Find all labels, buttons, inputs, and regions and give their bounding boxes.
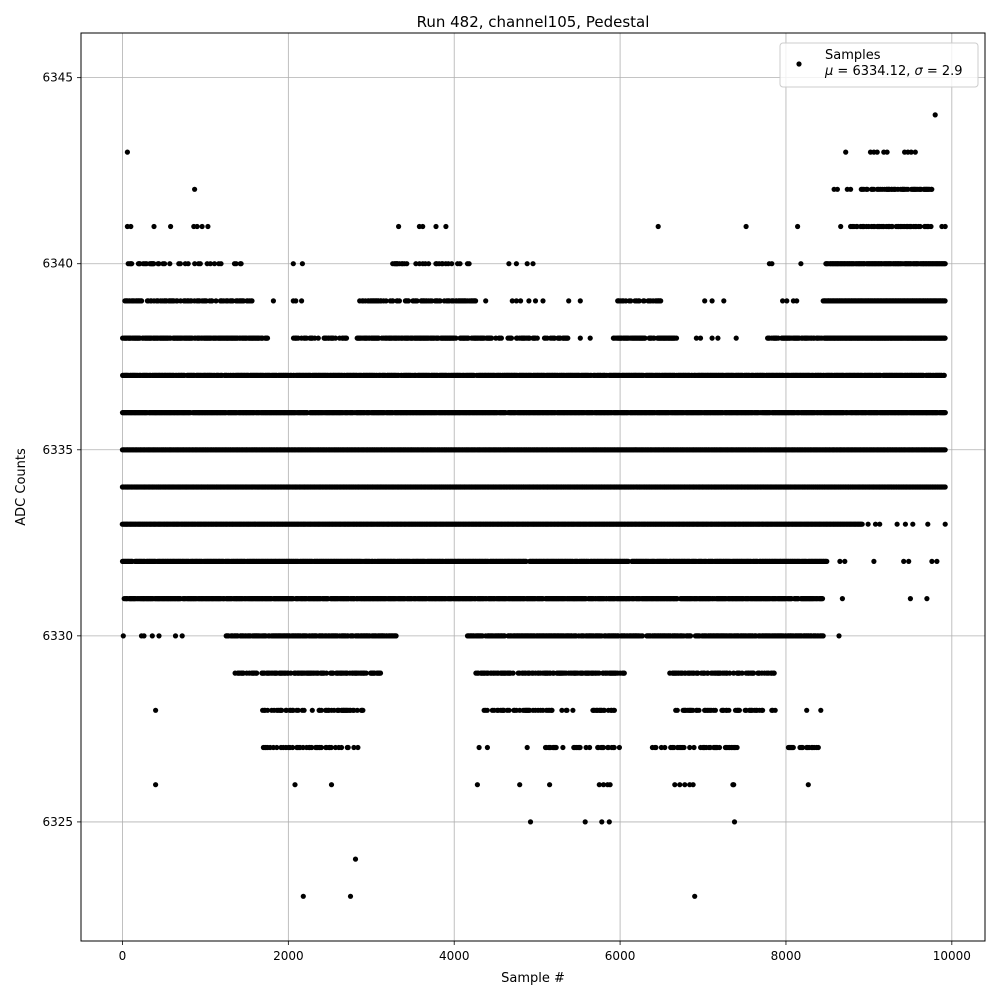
data-point	[943, 336, 948, 341]
data-point	[473, 298, 478, 303]
data-point	[929, 187, 934, 192]
data-point	[449, 261, 454, 266]
data-point	[265, 336, 270, 341]
data-point	[344, 336, 349, 341]
data-point	[139, 298, 144, 303]
data-point	[397, 298, 402, 303]
data-point	[316, 336, 321, 341]
data-point	[198, 261, 203, 266]
data-point	[565, 336, 570, 341]
data-point	[129, 261, 134, 266]
data-point	[457, 261, 462, 266]
data-point	[186, 261, 191, 266]
data-point	[674, 336, 679, 341]
data-point	[239, 261, 244, 266]
data-point	[943, 447, 948, 452]
data-point	[167, 261, 172, 266]
data-point	[404, 261, 409, 266]
data-point	[509, 336, 514, 341]
data-point	[942, 373, 947, 378]
data-point	[162, 261, 167, 266]
data-point	[467, 261, 472, 266]
data-point	[658, 298, 663, 303]
data-point	[928, 224, 933, 229]
data-point	[943, 261, 948, 266]
data-point	[943, 410, 948, 415]
data-point	[218, 261, 223, 266]
data-point	[535, 336, 540, 341]
data-point	[499, 336, 504, 341]
data-point	[426, 261, 431, 266]
data-point	[943, 298, 948, 303]
data-point	[178, 261, 183, 266]
data-point	[249, 298, 254, 303]
